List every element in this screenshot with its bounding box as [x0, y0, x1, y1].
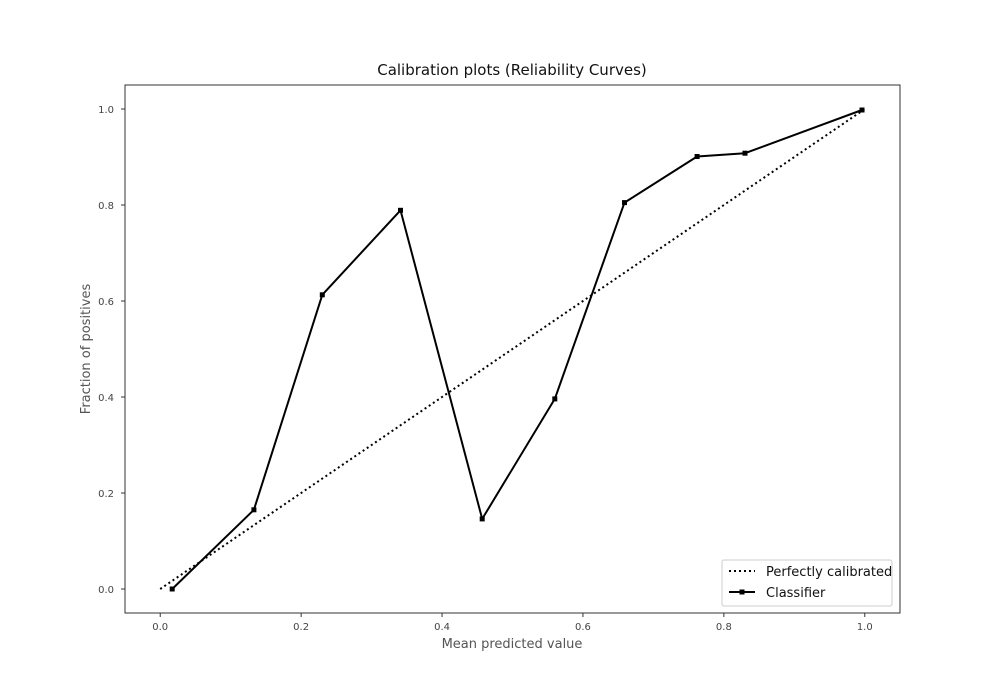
classifier-point	[859, 107, 865, 113]
classifier-point	[694, 154, 700, 159]
classifier-line	[171, 109, 863, 590]
y-tick-label: 0.0	[98, 585, 114, 596]
legend-box	[721, 559, 893, 607]
x-tick-label: 0.4	[434, 622, 450, 633]
classifier-point	[622, 200, 627, 206]
legend-classifier-label: Classifier	[766, 586, 826, 601]
y-tick-label: 1.0	[98, 105, 114, 116]
plot-area-frame	[124, 84, 901, 614]
legend-perfect-label: Perfectly calibrated	[766, 565, 892, 580]
series-layer	[159, 107, 866, 592]
x-tick-label: 1.0	[857, 622, 873, 633]
classifier-point	[552, 396, 558, 402]
perfectly-calibrated-line	[159, 108, 866, 590]
y-tick-label: 0.2	[98, 489, 114, 500]
classifier-point	[742, 150, 748, 156]
legend: Perfectly calibrated Classifier	[721, 559, 893, 607]
legend-classifier-marker	[739, 589, 745, 595]
classifier-point	[169, 586, 175, 592]
x-axis-label: Mean predicted value	[442, 637, 583, 652]
y-tick-label: 0.6	[98, 297, 114, 308]
x-tick-label: 0.8	[716, 622, 732, 633]
x-tick-label: 0.0	[152, 622, 168, 633]
y-axis-label: Fraction of positives	[79, 284, 94, 415]
x-tick-label: 0.6	[575, 622, 591, 633]
x-tick-label: 0.2	[293, 622, 309, 633]
classifier-point	[479, 516, 485, 522]
y-axis-ticks: 0.0 0.2 0.4 0.6 0.8 1.0	[98, 105, 125, 596]
y-tick-label: 0.4	[98, 393, 114, 404]
classifier-point	[319, 292, 325, 298]
chart-title: Calibration plots (Reliability Curves)	[377, 61, 647, 79]
x-axis-ticks: 0.0 0.2 0.4 0.6 0.8 1.0	[152, 613, 873, 633]
y-tick-label: 0.8	[98, 201, 114, 212]
classifier-point	[398, 207, 403, 213]
classifier-point	[251, 507, 257, 513]
